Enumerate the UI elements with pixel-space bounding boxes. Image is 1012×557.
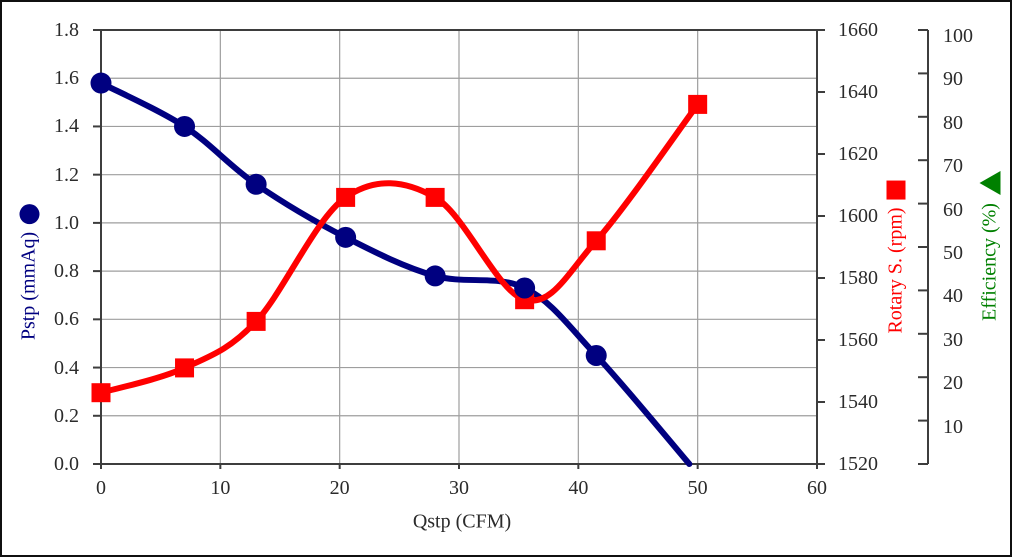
efficiency-triangle-icon (979, 171, 1001, 196)
x-axis-tick-label: 50 (687, 477, 708, 499)
far-right-axis-tick-label: 30 (943, 328, 963, 351)
left-axis-title: Pstp (mmAq) (17, 203, 41, 341)
pstp-circle-icon (19, 203, 39, 224)
x-axis-tick-label: 30 (449, 477, 469, 499)
right-axis-title-label: Rotary S. (rpm) (884, 207, 907, 334)
far-right-axis-tick-label: 100 (943, 25, 973, 47)
x-axis-tick-label: 20 (329, 477, 350, 499)
left-axis-title-label: Pstp (mmAq) (17, 231, 40, 341)
right-axis-tick-label: 1640 (838, 81, 878, 103)
far-right-axis-title: Efficiency (%) (979, 171, 1002, 321)
right-axis-tick-label: 1620 (838, 143, 878, 165)
x-axis-tick-label: 0 (96, 477, 106, 499)
left-axis-tick-label: 0.2 (54, 404, 79, 427)
far-right-axis-tick-label: 70 (943, 155, 963, 178)
rotary-square-icon (886, 180, 906, 200)
right-axis-title: Rotary S. (rpm) (884, 180, 908, 334)
left-axis-tick-label: 1.2 (54, 163, 79, 186)
far-right-axis-tick-label: 10 (943, 415, 963, 438)
left-axis-tick-label: 1.6 (54, 67, 79, 90)
x-axis-tick-label: 40 (568, 477, 589, 499)
far-right-axis-title-label: Efficiency (%) (978, 203, 1001, 321)
right-axis-tick-label: 1560 (838, 329, 878, 351)
far-right-axis-tick-label: 90 (943, 68, 963, 91)
left-axis-tick-label: 1.4 (54, 115, 79, 138)
far-right-axis-tick-label: 40 (943, 285, 963, 308)
x-axis-title: Qstp (CFM) (412, 510, 512, 533)
left-axis-tick-label: 1.0 (54, 211, 79, 234)
right-axis-tick-label: 1540 (838, 391, 878, 413)
left-axis-tick-label: 0.0 (54, 453, 79, 475)
far-right-axis-tick-label: 50 (943, 242, 963, 264)
right-axis-tick-label: 1600 (838, 205, 878, 227)
right-axis-tick-label: 1580 (838, 267, 878, 289)
x-axis-tick-label: 10 (210, 477, 231, 499)
left-axis-tick-label: 0.8 (54, 260, 79, 283)
left-axis-tick-label: 1.8 (54, 19, 79, 41)
x-axis-tick-label: 60 (807, 477, 827, 499)
left-axis-tick-label: 0.6 (54, 308, 79, 331)
left-axis-tick-label: 0.4 (54, 356, 79, 379)
far-right-axis-tick-label: 60 (943, 198, 963, 221)
right-axis-tick-label: 1660 (838, 19, 878, 41)
right-axis-tick-label: 1520 (838, 453, 878, 475)
far-right-axis-tick-label: 20 (943, 372, 963, 395)
far-right-axis-tick-label: 80 (943, 111, 963, 134)
